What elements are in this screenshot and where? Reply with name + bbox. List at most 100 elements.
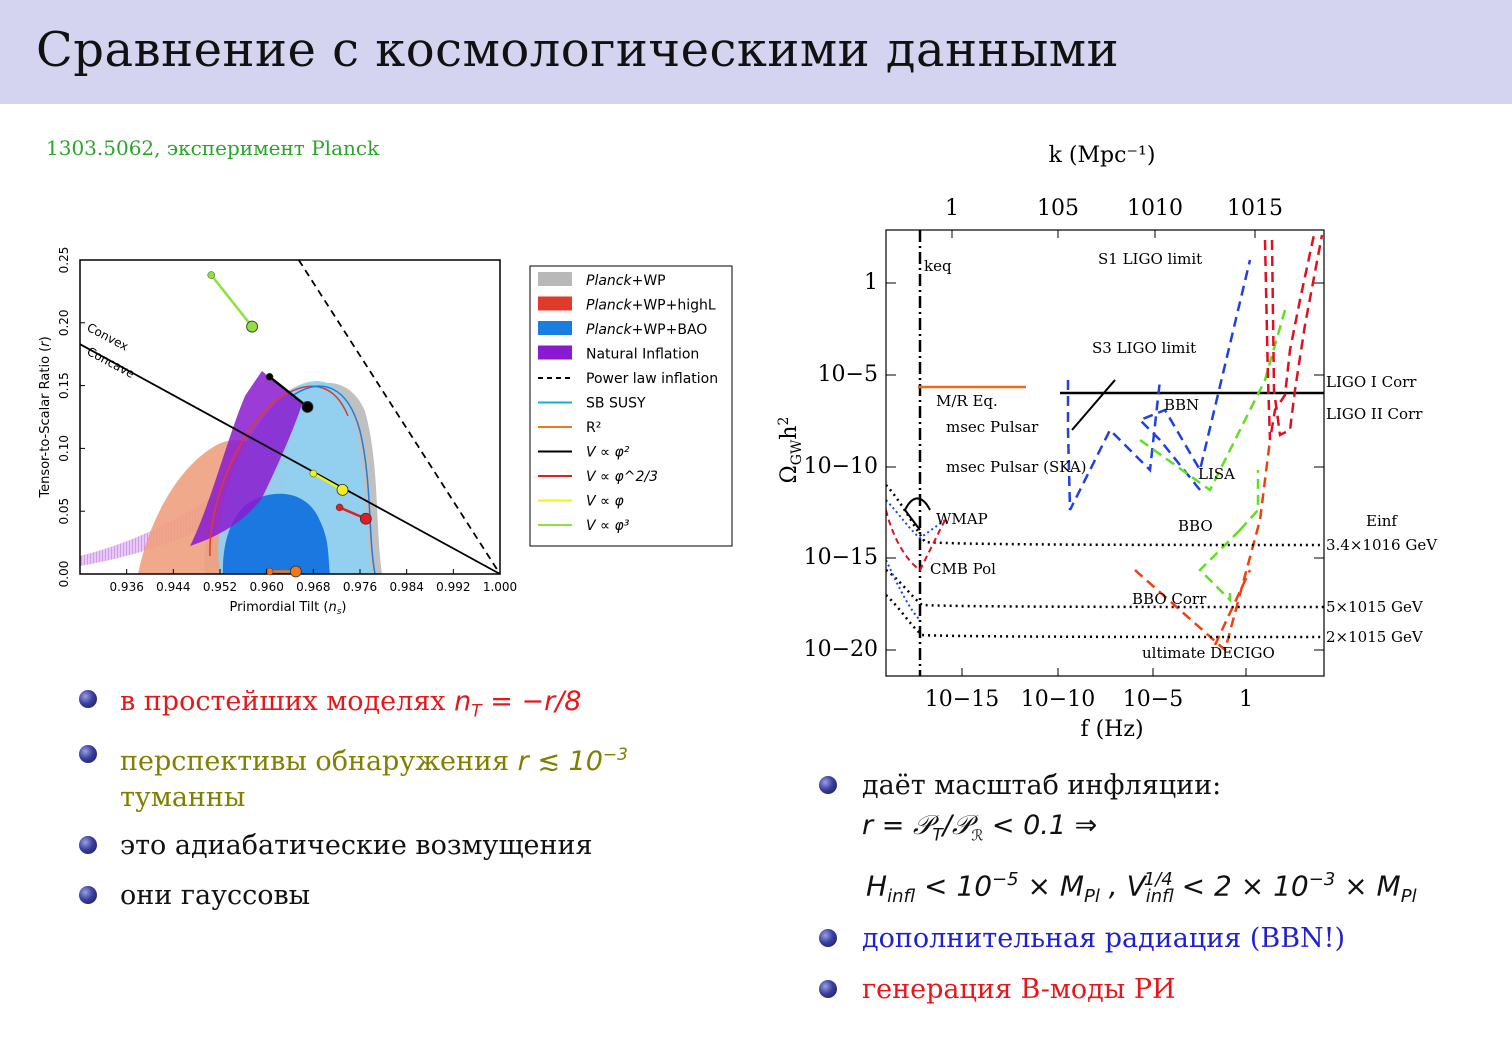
gw-energy-label: 5×1015 GeV <box>1326 598 1424 616</box>
left-bullet-2-math: r ≲ 10−3 <box>517 745 628 777</box>
x-tick-label: 0.984 <box>389 580 423 594</box>
planck-bao-inner <box>222 493 330 574</box>
left-bullet-2: перспективы обнаружения r ≲ 10−3 туманны <box>120 737 628 816</box>
gw-x-axis-label: f (Hz) <box>1080 717 1143 742</box>
right-bullet-1: даёт масштаб инфляции: <box>862 770 1222 801</box>
natural-inflation-region <box>190 371 302 546</box>
legend-swatch <box>538 321 572 335</box>
bullet-dot <box>819 980 837 998</box>
gw-curve-labels: keq S1 LIGO limit S3 LIGO limit M/R Eq. BBN m… <box>924 250 1423 662</box>
x-axis-label: Primordial Tilt (ns) <box>230 600 347 617</box>
gw-curve-label: keq <box>924 257 952 275</box>
model-line-phi2 <box>268 375 309 408</box>
model-point-phi2/3-start <box>335 503 344 512</box>
gw-y-ticks: 1 10−5 10−10 10−15 10−20 <box>804 270 1324 662</box>
gw-top-tick-label: 1 <box>945 196 959 221</box>
gw-x-ticks: 10−15 10−10 10−5 1 <box>925 668 1253 712</box>
model-point-phi2/3-end <box>359 512 372 525</box>
y-tick-label: 0.20 <box>57 309 71 336</box>
gw-x-tick-label: 10−5 <box>1123 687 1183 712</box>
gw-curve-label: LIGO II Corr <box>1326 405 1423 423</box>
y-tick-label: 0.10 <box>57 435 71 462</box>
model-point-R2-end <box>289 565 302 578</box>
planck-chart: 0.936 0.944 0.952 0.960 0.968 0.976 0.984 0.992… <box>38 247 733 617</box>
x-tick-label: 0.960 <box>249 580 283 594</box>
gw-y-tick-label: 10−5 <box>818 362 878 387</box>
gw-x-tick-label: 1 <box>1239 687 1253 712</box>
concave-convex-boundary <box>79 343 501 575</box>
reference-text: 1303.5062, эксперимент Planck <box>46 136 380 160</box>
x-tick-label: 1.000 <box>483 580 517 594</box>
gw-energy-label: 3.4×1016 GeV <box>1326 536 1438 554</box>
legend: Planck+WP Planck+WP+highL Planck+WP+BAO Nat… <box>538 272 718 534</box>
gw-energy-label: Einf <box>1366 512 1398 530</box>
gw-x-tick-label: 10−15 <box>925 687 999 712</box>
y-tick-label: 0.15 <box>57 372 71 399</box>
left-bullet-2-line2: туманны <box>120 782 246 813</box>
y-tick-label: 0.25 <box>57 247 71 274</box>
bao-outline <box>291 385 376 574</box>
highl-outline <box>209 385 349 557</box>
gw-curve-label: msec Pulsar <box>946 418 1039 436</box>
x-tick-label: 0.952 <box>203 580 237 594</box>
chart-points <box>207 271 372 578</box>
gw-curve-label: BBO Corr <box>1132 590 1207 608</box>
legend-label: Planck+WP <box>586 273 666 289</box>
legend-label: Natural Inflation <box>586 347 699 363</box>
gw-curve-label: CMB Pol <box>930 560 996 578</box>
legend-label: V ∝ φ <box>586 494 624 510</box>
bullet-dot <box>79 745 97 763</box>
legend-label: Power law inflation <box>586 371 718 387</box>
bullet-dot <box>79 690 97 708</box>
right-bullet-3: генерация B-моды РИ <box>862 974 1176 1005</box>
legend-label: V ∝ φ^2/3 <box>586 469 658 485</box>
gw-top-axis-label: k (Mpc⁻¹) <box>1049 143 1156 168</box>
y-tick-label: 0.05 <box>57 498 71 525</box>
model-point-R2-start <box>265 567 274 576</box>
right-bullet-1-scale: Hinfl < 10−5 × MPl , Vinfl1/4 < 2 × 10−3… <box>866 869 1417 907</box>
gw-right-labels: Einf 3.4×1016 GeV 5×1015 GeV 2×1015 GeV <box>1326 512 1438 646</box>
bullet-dot <box>79 886 97 904</box>
legend-label: R² <box>586 420 601 436</box>
gw-curve-label: S3 LIGO limit <box>1092 339 1196 357</box>
right-bullet-1-formula: r = 𝒫T/𝒫ℛ < 0.1 ⇒ <box>862 810 1098 846</box>
plot-frame <box>79 259 501 575</box>
slide-header <box>0 0 1512 104</box>
y-axis-label: Tensor-to-Scalar Ratio (r) <box>38 336 53 498</box>
model-point-phi1-start <box>309 469 318 478</box>
legend-label: SB SUSY <box>586 396 646 412</box>
gw-energy-label: 2×1015 GeV <box>1326 628 1424 646</box>
left-bullet-4: они гауссовы <box>120 880 311 911</box>
contour-regions <box>80 371 382 574</box>
model-point-phi2-end <box>301 401 314 413</box>
gw-y-tick-label: 10−20 <box>804 637 878 662</box>
x-tick-label: 0.936 <box>109 580 143 594</box>
x-tick-label: 0.992 <box>436 580 470 594</box>
legend-swatch <box>538 272 572 286</box>
legend-label: Planck+WP+highL <box>586 298 716 314</box>
gw-top-tick-label: 1015 <box>1227 196 1283 221</box>
gw-curves <box>886 230 1324 676</box>
gw-curve-label: LISA <box>1198 465 1235 483</box>
legend-label: V ∝ φ² <box>586 445 630 461</box>
gw-curve-label: ultimate DECIGO <box>1142 644 1275 662</box>
gw-x-tick-label: 10−10 <box>1021 687 1095 712</box>
gw-curve-label: BBN <box>1164 396 1199 414</box>
gw-curve-label: LIGO I Corr <box>1326 373 1417 391</box>
right-bullet-2: дополнительная радиация (BBN!) <box>862 923 1346 954</box>
left-bullet-1: в простейших моделях nT = −r/8 <box>120 684 581 729</box>
model-point-phi2-start <box>265 373 274 381</box>
left-bullet-1-math: nT = −r/8 <box>454 686 582 722</box>
gw-frame <box>885 229 1325 677</box>
x-tick-label: 0.976 <box>343 580 377 594</box>
model-line-phi3 <box>210 274 254 328</box>
gw-chart: k (Mpc⁻¹) 1 105 1010 1015 10−15 10−10 10−5 1 1… <box>776 143 1438 742</box>
gw-curve-label: M/R Eq. <box>936 392 998 410</box>
concave-label: Concave <box>85 344 137 381</box>
legend-swatch <box>538 345 572 360</box>
gw-top-tick-label: 105 <box>1037 196 1079 221</box>
x-tick-label: 0.968 <box>296 580 330 594</box>
legend-box <box>529 265 733 547</box>
model-point-phi1-end <box>336 483 349 496</box>
gw-top-tick-label: 1010 <box>1127 196 1183 221</box>
